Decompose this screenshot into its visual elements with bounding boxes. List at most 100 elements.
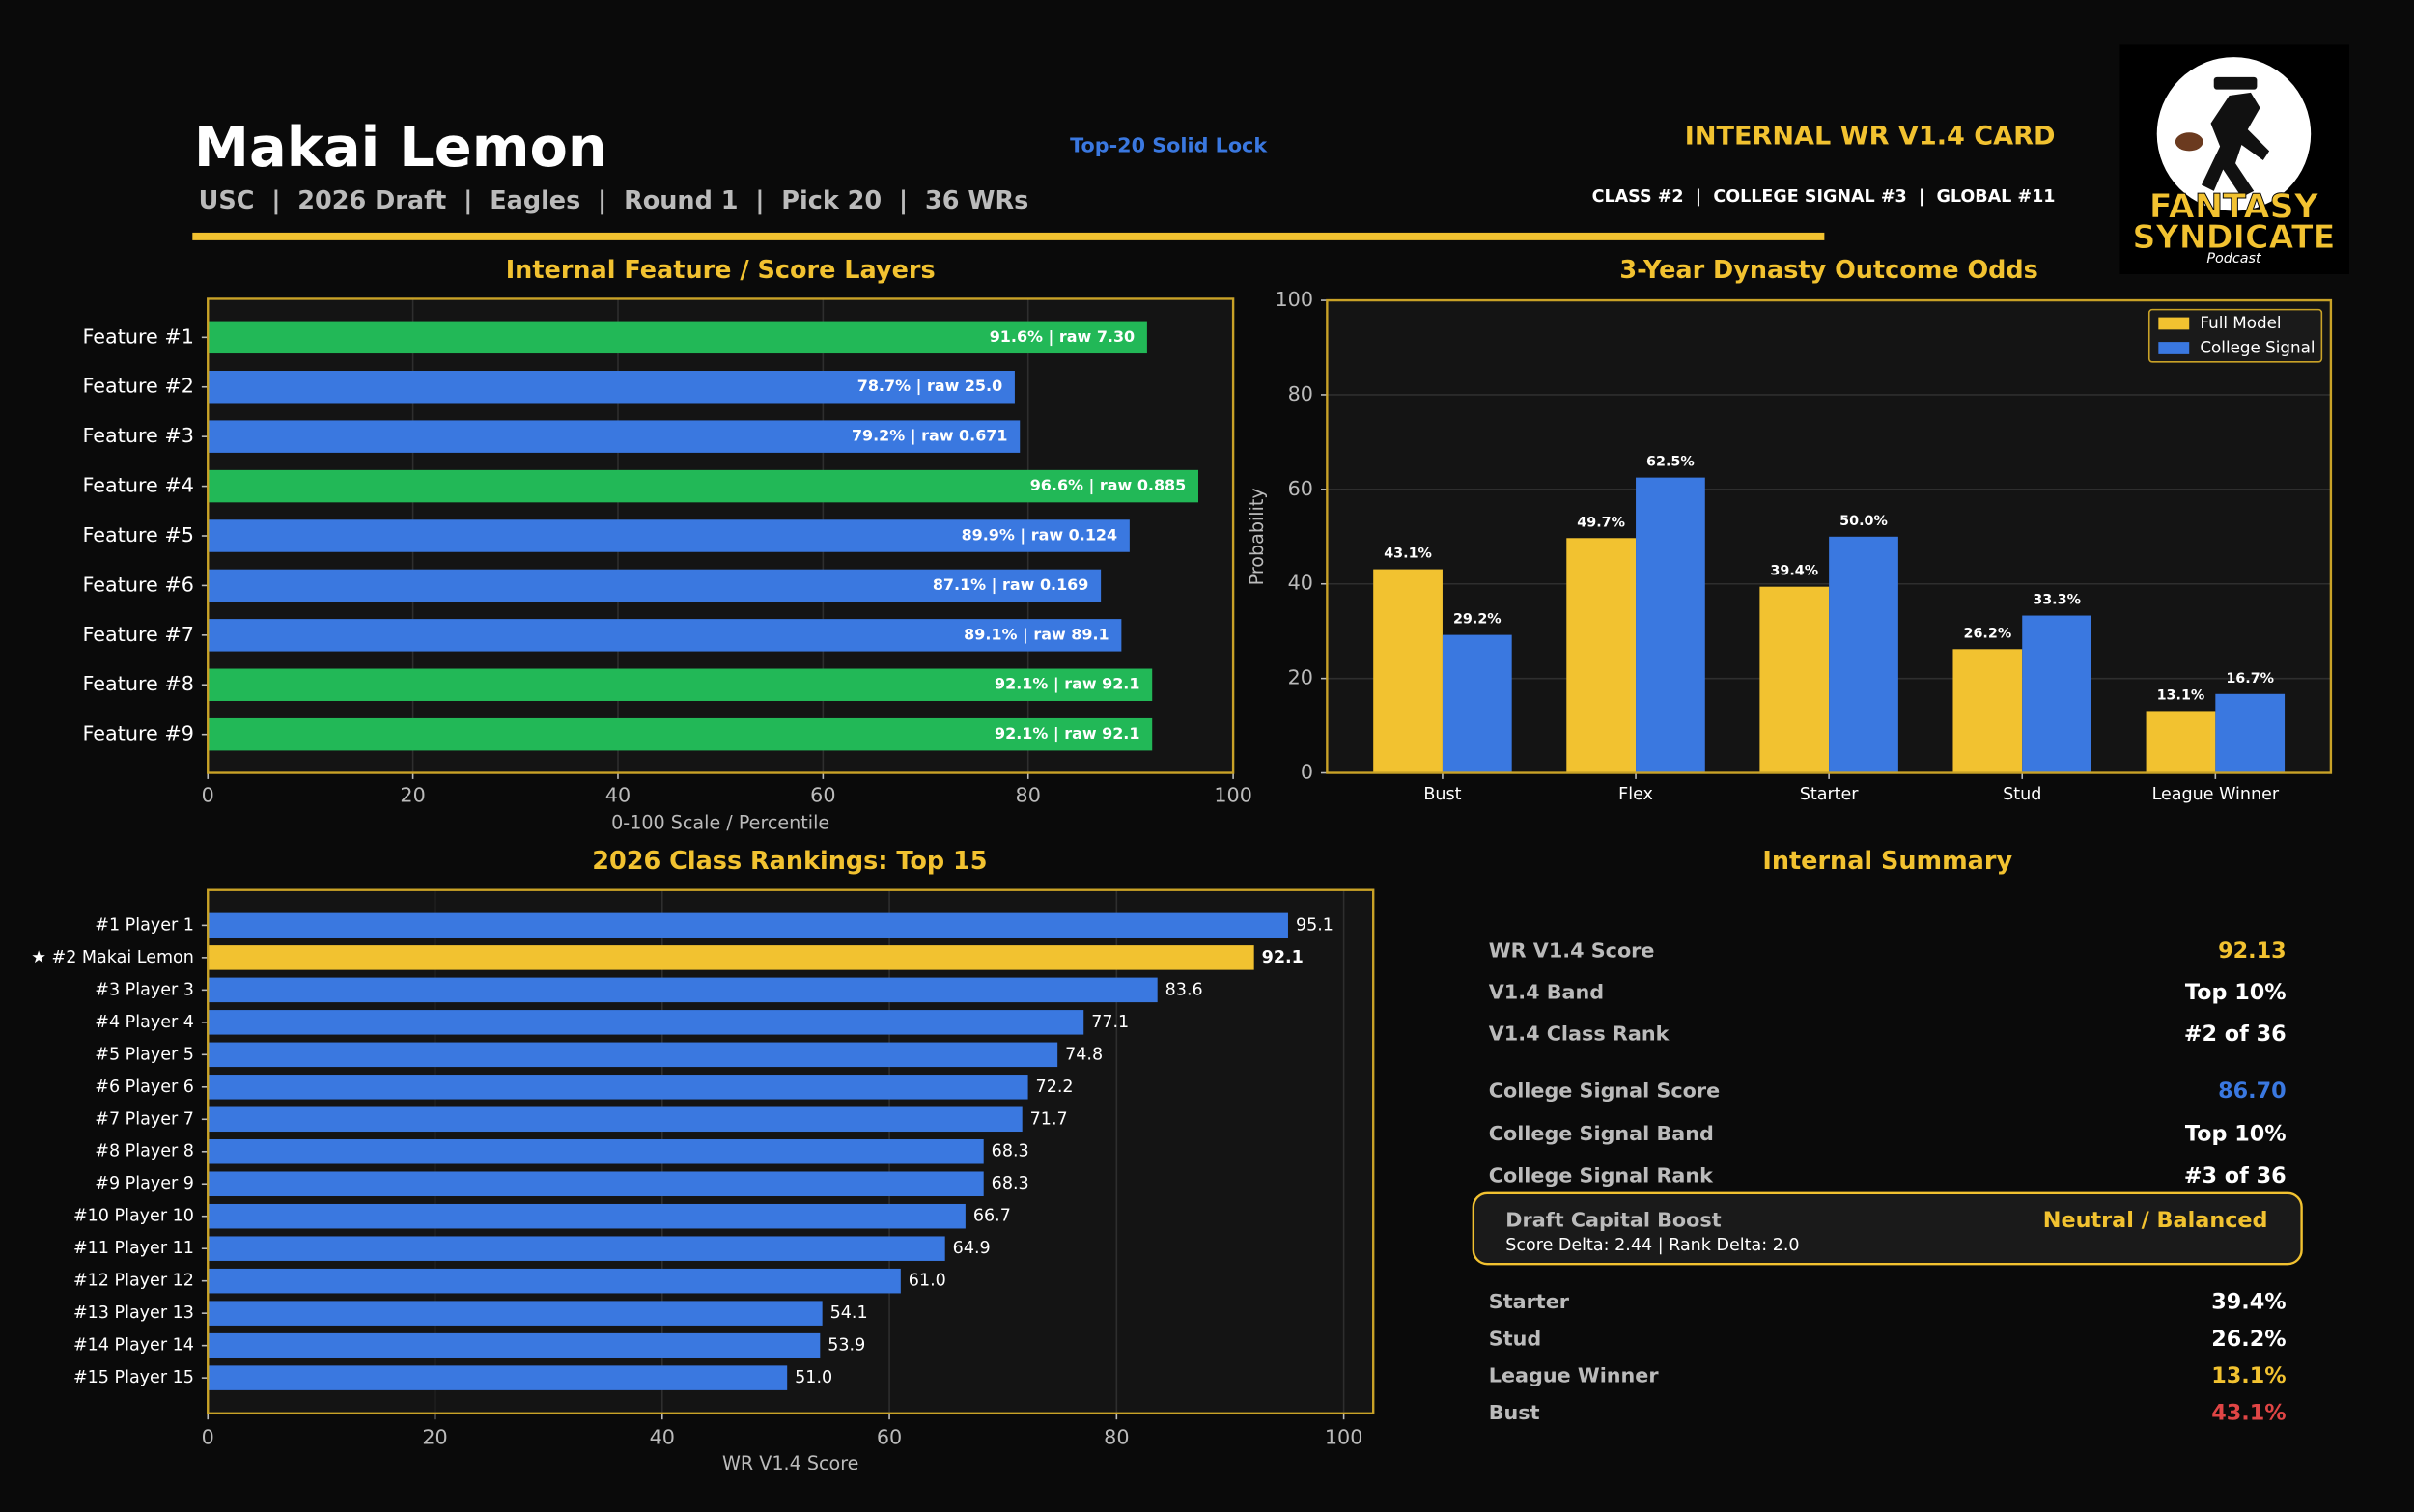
chart-title: 2026 Class Rankings: Top 15 [592,847,987,876]
bar [208,371,1015,404]
value-label: 51.0 [795,1368,832,1387]
x-tick-label: League Winner [2152,785,2280,804]
x-tick-label: 40 [605,783,631,806]
bar [208,420,1021,453]
logo-ball [2175,132,2203,152]
value-label: 79.2% | raw 0.671 [852,427,1008,446]
summary-value: 86.70 [2218,1078,2287,1104]
x-tick-label: 100 [1325,1425,1363,1448]
bar [1373,569,1443,773]
summary-value: Top 10% [2185,980,2287,1005]
bar [208,945,1254,970]
bar [208,668,1153,702]
bar [208,1106,1023,1133]
chart-title: 3-Year Dynasty Outcome Odds [1619,256,2037,285]
y-tick-label: #15 Player 15 [73,1368,194,1387]
logo: FANTASY SYNDICATE Podcast [2119,44,2350,274]
value-label: 91.6% | raw 7.30 [990,327,1135,347]
value-label: 68.3 [992,1174,1029,1193]
bar [1566,538,1637,773]
summary-value: Top 10% [2185,1122,2287,1147]
y-tick-label: Feature #5 [82,523,193,546]
x-tick-label: 80 [1104,1425,1129,1448]
outcome-value: 43.1% [2211,1400,2286,1425]
outcome-value: 13.1% [2211,1363,2286,1388]
plot-border [1326,298,2333,774]
logo-text: Podcast [2206,251,2262,266]
bar [208,321,1147,354]
legend-swatch [2158,342,2190,354]
y-tick-label: Feature #7 [82,623,193,646]
value-label: 83.6 [1165,980,1203,999]
value-label: 89.9% | raw 0.124 [962,526,1118,546]
logo-hat [2213,76,2258,90]
value-label: 64.9 [953,1239,991,1258]
y-tick-label: ★ #2 Makai Lemon [31,948,194,967]
logo-text: FANTASY [2149,186,2319,226]
y-tick-label: Feature #1 [82,324,193,348]
bar [208,912,1288,938]
summary-value: 92.13 [2218,938,2287,964]
x-tick-label: 80 [1016,783,1041,806]
boost-detail: Score Delta: 2.44 | Rank Delta: 2.0 [1505,1236,1799,1255]
rank-line: CLASS #2 | COLLEGE SIGNAL #3 | GLOBAL #1… [1592,187,2056,207]
legend-label: Full Model [2200,313,2281,332]
y-tick-label: #4 Player 4 [95,1013,194,1032]
y-tick-label: 0 [1301,761,1313,784]
x-tick-label: Starter [1800,785,1860,804]
chart-title: Internal Feature / Score Layers [506,256,936,285]
bar [208,569,1102,602]
y-tick-label: Feature #8 [82,672,193,695]
summary-label: WR V1.4 Score [1489,938,1655,962]
bar [208,1365,788,1390]
bar [1442,634,1512,773]
value-label: 77.1 [1091,1013,1129,1032]
y-tick-label: Feature #2 [82,375,193,398]
x-tick-label: 100 [1214,783,1252,806]
value-label: 92.1 [1262,948,1304,967]
bar [2146,711,2216,773]
bar [208,977,1158,1003]
y-tick-label: Feature #6 [82,573,193,596]
x-tick-label: 60 [877,1425,902,1448]
summary-label: V1.4 Class Rank [1489,1022,1670,1046]
bar [208,1301,823,1326]
bar [208,1010,1084,1035]
y-tick-label: Feature #9 [82,722,193,745]
value-label: 61.0 [909,1272,946,1291]
x-tick-label: 40 [650,1425,675,1448]
x-tick-label: Bust [1423,785,1461,804]
value-label: 78.7% | raw 25.0 [857,377,1002,396]
outcome-label: Starter [1489,1290,1570,1313]
value-label: 53.9 [828,1336,865,1356]
bar [1636,477,1705,773]
header-rule [192,232,1825,240]
value-label: 92.1% | raw 92.1 [995,675,1139,694]
y-tick-label: #11 Player 11 [73,1239,194,1258]
summary-value: #2 of 36 [2184,1022,2287,1047]
y-tick-label: 100 [1275,288,1313,311]
bar [208,1139,984,1164]
x-tick-label: Stud [2003,785,2041,804]
x-tick-label: 0 [202,783,214,806]
value-label: 29.2% [1453,612,1502,628]
y-tick-label: #1 Player 1 [95,915,194,935]
summary-label: College Signal Score [1489,1079,1720,1103]
y-tick-label: 40 [1288,572,1313,595]
summary-label: College Signal Band [1489,1122,1714,1145]
x-axis-label: 0-100 Scale / Percentile [611,812,829,834]
summary-title: Internal Summary [1762,847,2012,876]
value-label: 49.7% [1577,515,1625,530]
x-tick-label: 20 [422,1425,447,1448]
legend-box [2147,308,2323,363]
bar [208,1171,984,1196]
y-axis-label: Probability [1246,488,1268,585]
x-axis-label: WR V1.4 Score [722,1452,858,1474]
plot-border [207,888,1375,1414]
bar [208,469,1199,503]
summary-label: College Signal Rank [1489,1163,1714,1187]
y-tick-label: #9 Player 9 [95,1174,194,1193]
x-tick-label: 20 [400,783,425,806]
y-tick-label: #14 Player 14 [73,1336,194,1356]
